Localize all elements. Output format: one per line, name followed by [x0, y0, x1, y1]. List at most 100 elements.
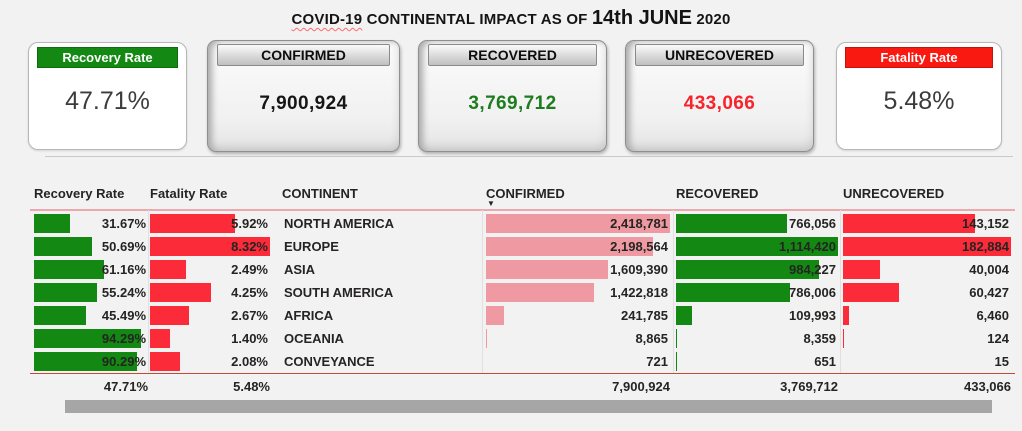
unrecovered-bar: [843, 260, 880, 279]
column-header-continent[interactable]: CONTINENT: [282, 186, 358, 201]
continent-name: AFRICA: [284, 308, 334, 323]
confirmed-bar: [486, 283, 595, 302]
recovery-rate-cell: 50.69%: [34, 235, 148, 258]
unrecovered-cell: 124: [843, 327, 1011, 350]
recovery-rate-bar: [34, 214, 71, 233]
column-header-recovery-rate[interactable]: Recovery Rate: [34, 186, 125, 201]
unrecovered-bar: [843, 306, 849, 325]
recovery-rate-cell: 94.29%: [34, 327, 148, 350]
recovered-value: 8,359: [803, 331, 836, 346]
column-separator: [148, 210, 149, 373]
recovery-rate-value: 31.67%: [101, 216, 146, 231]
totals-separator: [30, 373, 1015, 374]
fatality-rate-value: 1.40%: [231, 331, 268, 346]
unrecovered-bar: [843, 214, 975, 233]
recovery-rate-card-value: 47.71%: [65, 87, 150, 115]
confirmed-value: 8,865: [635, 331, 668, 346]
recovered-bar: [676, 260, 820, 279]
recovery-rate-cell: 45.49%: [34, 304, 148, 327]
recovery-rate-bar: [34, 283, 97, 302]
sort-descending-icon: ▼: [487, 199, 495, 208]
recovery-rate-value: 50.69%: [101, 239, 146, 254]
table-row[interactable]: 61.16% 2.49% ASIA 1,609,390 984,227 40,004: [30, 258, 1015, 281]
recovery-rate-card-header: Recovery Rate: [37, 47, 178, 68]
confirmed-cell: 1,609,390: [486, 258, 670, 281]
recovered-value: 1,114,420: [778, 239, 836, 254]
recovery-rate-value: 61.16%: [101, 262, 146, 277]
fatality-rate-cell: 1.40%: [150, 327, 270, 350]
unrecovered-card-header: UNRECOVERED: [635, 44, 804, 66]
confirmed-value: 2,418,781: [610, 216, 668, 231]
recovered-bar: [676, 237, 838, 256]
confirmed-value: 1,609,390: [610, 262, 668, 277]
confirmed-cell: 2,198,564: [486, 235, 670, 258]
continent-name: ASIA: [284, 262, 316, 277]
confirmed-card-value: 7,900,924: [259, 93, 348, 114]
fatality-rate-bar: [150, 329, 171, 348]
recovered-cell: 766,056: [676, 212, 838, 235]
recovery-rate-bar: [34, 260, 104, 279]
recovery-rate-cell: 90.29%: [34, 350, 148, 373]
unrecovered-value: 6,460: [976, 308, 1009, 323]
fatality-rate-cell: 2.67%: [150, 304, 270, 327]
confirmed-cell: 8,865: [486, 327, 670, 350]
column-header-unrecovered[interactable]: UNRECOVERED: [843, 186, 945, 201]
fatality-rate-cell: 4.25%: [150, 281, 270, 304]
recovered-value: 984,227: [789, 262, 836, 277]
table-row[interactable]: 45.49% 2.67% AFRICA 241,785 109,993 6,460: [30, 304, 1015, 327]
fatality-rate-bar: [150, 283, 212, 302]
continent-name: EUROPE: [284, 239, 339, 254]
fatality-rate-card-header: Fatality Rate: [845, 47, 993, 68]
confirmed-value: 2,198,564: [610, 239, 668, 254]
recovered-bar: [676, 329, 678, 348]
confirmed-card[interactable]: CONFIRMED 7,900,924: [207, 40, 400, 152]
fatality-rate-bar: [150, 214, 236, 233]
table-row[interactable]: 90.29% 2.08% CONVEYANCE 721 651 15: [30, 350, 1015, 373]
table-row[interactable]: 94.29% 1.40% OCEANIA 8,865 8,359 124: [30, 327, 1015, 350]
unrecovered-value: 40,004: [969, 262, 1009, 277]
column-header-recovered[interactable]: RECOVERED: [676, 186, 759, 201]
fatality-rate-cell: 5.92%: [150, 212, 270, 235]
recovered-value: 786,006: [789, 285, 836, 300]
recovery-rate-bar: [34, 306, 86, 325]
total-unrecovered: 433,066: [964, 379, 1011, 394]
column-header-fatality-rate[interactable]: Fatality Rate: [150, 186, 228, 201]
continent-name: CONVEYANCE: [284, 354, 375, 369]
unrecovered-value: 143,152: [962, 216, 1009, 231]
confirmed-cell: 2,418,781: [486, 212, 670, 235]
horizontal-scrollbar[interactable]: [65, 400, 992, 413]
recovered-bar: [676, 283, 791, 302]
fatality-rate-card-value: 5.48%: [883, 87, 955, 115]
confirmed-bar: [486, 214, 670, 233]
fatality-rate-cell: 2.49%: [150, 258, 270, 281]
recovery-rate-card[interactable]: Recovery Rate 47.71%: [28, 42, 187, 150]
table-row[interactable]: 55.24% 4.25% SOUTH AMERICA 1,422,818 786,006…: [30, 281, 1015, 304]
recovered-cell: 651: [676, 350, 838, 373]
unrecovered-value: 15: [994, 354, 1009, 369]
unrecovered-value: 182,884: [962, 239, 1009, 254]
confirmed-bar: [486, 237, 654, 256]
table-row[interactable]: 31.67% 5.92% NORTH AMERICA 2,418,781 766,056…: [30, 212, 1015, 235]
recovery-rate-bar: [34, 329, 142, 348]
recovered-card[interactable]: RECOVERED 3,769,712: [418, 40, 607, 152]
fatality-rate-bar: [150, 260, 186, 279]
page-title: COVID-19 CONTINENTAL IMPACT AS OF 14th J…: [0, 7, 1022, 30]
recovery-rate-cell: 61.16%: [34, 258, 148, 281]
recovery-rate-value: 94.29%: [101, 331, 146, 346]
recovery-rate-bar: [34, 352, 137, 371]
title-word-covid: COVID-19: [291, 11, 363, 28]
unrecovered-card[interactable]: UNRECOVERED 433,066: [625, 40, 814, 152]
fatality-rate-bar: [150, 352, 180, 371]
header-underline: [30, 209, 1015, 211]
fatality-rate-card[interactable]: Fatality Rate 5.48%: [836, 42, 1002, 150]
column-header-confirmed[interactable]: CONFIRMED: [486, 186, 565, 201]
table-row[interactable]: 50.69% 8.32% EUROPE 2,198,564 1,114,420 182,8…: [30, 235, 1015, 258]
fatality-rate-value: 4.25%: [231, 285, 268, 300]
fatality-rate-cell: 8.32%: [150, 235, 270, 258]
continent-table: Recovery Rate Fatality Rate CONTINENT CO…: [30, 183, 1015, 401]
unrecovered-cell: 182,884: [843, 235, 1011, 258]
continent-name: SOUTH AMERICA: [284, 285, 394, 300]
recovered-card-header: RECOVERED: [428, 44, 597, 66]
recovery-rate-bar: [34, 237, 92, 256]
unrecovered-value: 60,427: [969, 285, 1009, 300]
